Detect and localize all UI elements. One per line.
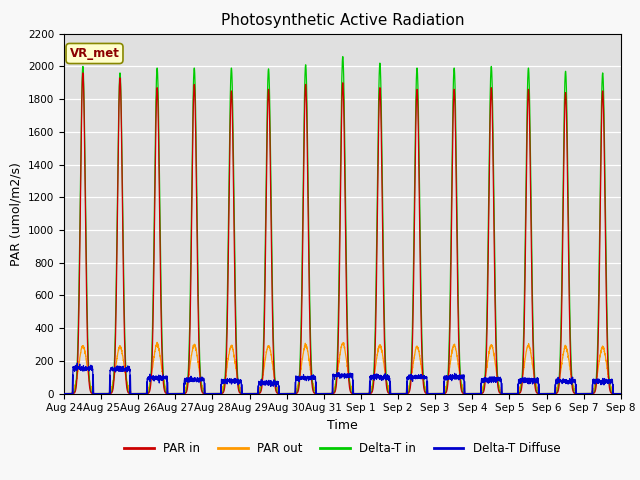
Bar [435,34,509,394]
Bar [584,34,621,394]
Bar [509,34,584,394]
Title: Photosynthetic Active Radiation: Photosynthetic Active Radiation [221,13,464,28]
Bar [212,34,287,394]
Bar [64,34,138,394]
X-axis label: Time: Time [327,419,358,432]
Bar [361,34,435,394]
Y-axis label: PAR (umol/m2/s): PAR (umol/m2/s) [10,162,22,265]
Text: VR_met: VR_met [70,47,120,60]
Bar [287,34,361,394]
Legend: PAR in, PAR out, Delta-T in, Delta-T Diffuse: PAR in, PAR out, Delta-T in, Delta-T Dif… [120,437,565,460]
Bar [138,34,212,394]
